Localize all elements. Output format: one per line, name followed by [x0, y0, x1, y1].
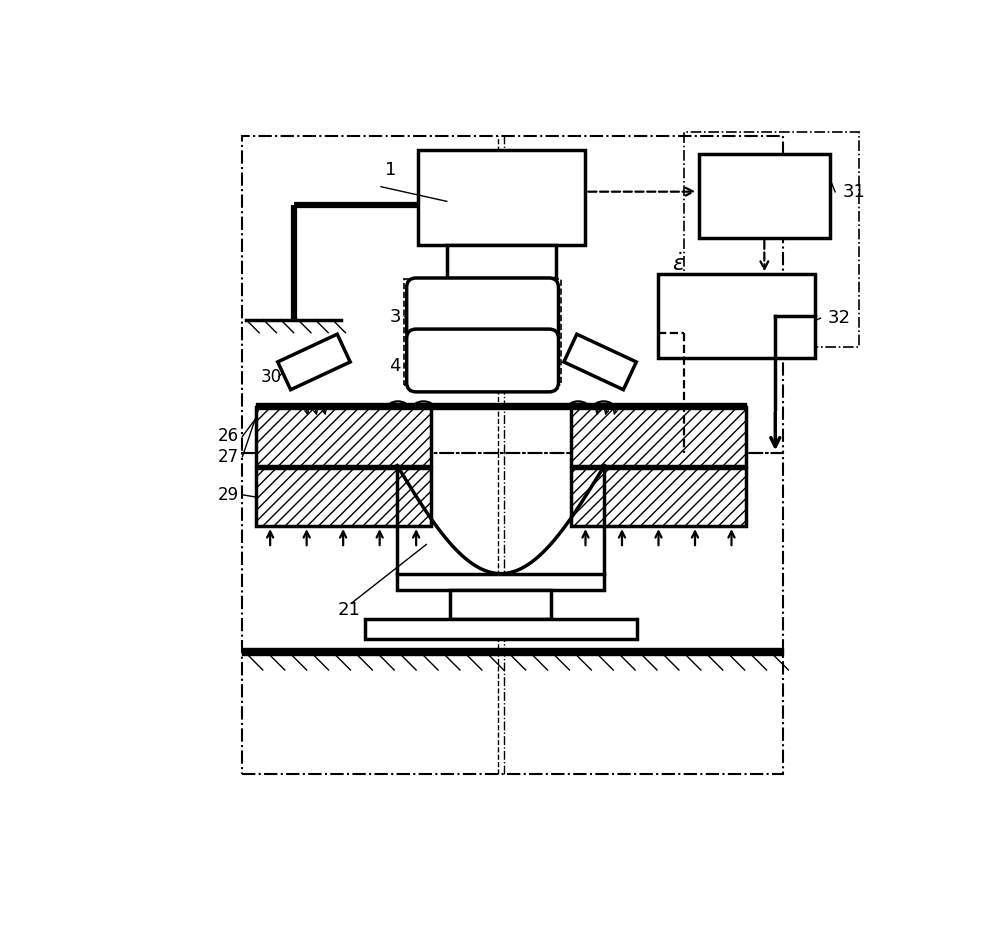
Text: 3: 3 — [389, 308, 401, 326]
Bar — [256, 408, 431, 465]
Bar — [397, 574, 604, 590]
Bar — [571, 467, 746, 526]
Bar — [365, 619, 637, 639]
Bar — [242, 453, 783, 775]
Text: 27: 27 — [218, 447, 239, 465]
FancyBboxPatch shape — [407, 329, 558, 392]
Text: 1: 1 — [385, 161, 396, 179]
Bar — [699, 154, 830, 238]
Bar — [658, 274, 815, 358]
Polygon shape — [564, 335, 636, 390]
Bar — [450, 590, 551, 619]
Text: 30: 30 — [261, 368, 282, 386]
Text: $\dot{\varepsilon}$: $\dot{\varepsilon}$ — [672, 252, 686, 275]
Bar — [404, 280, 561, 385]
FancyBboxPatch shape — [407, 278, 558, 340]
Text: 21: 21 — [337, 601, 360, 619]
Bar — [447, 246, 556, 278]
Bar — [684, 132, 859, 347]
Polygon shape — [278, 335, 350, 390]
Text: 31: 31 — [842, 183, 865, 201]
Text: 32: 32 — [828, 309, 851, 327]
Bar — [418, 151, 585, 246]
Bar — [256, 467, 431, 526]
Text: 26: 26 — [218, 428, 239, 446]
Bar — [571, 408, 746, 465]
Text: 4: 4 — [389, 356, 401, 374]
Text: 29: 29 — [218, 485, 239, 503]
Bar — [242, 136, 783, 453]
